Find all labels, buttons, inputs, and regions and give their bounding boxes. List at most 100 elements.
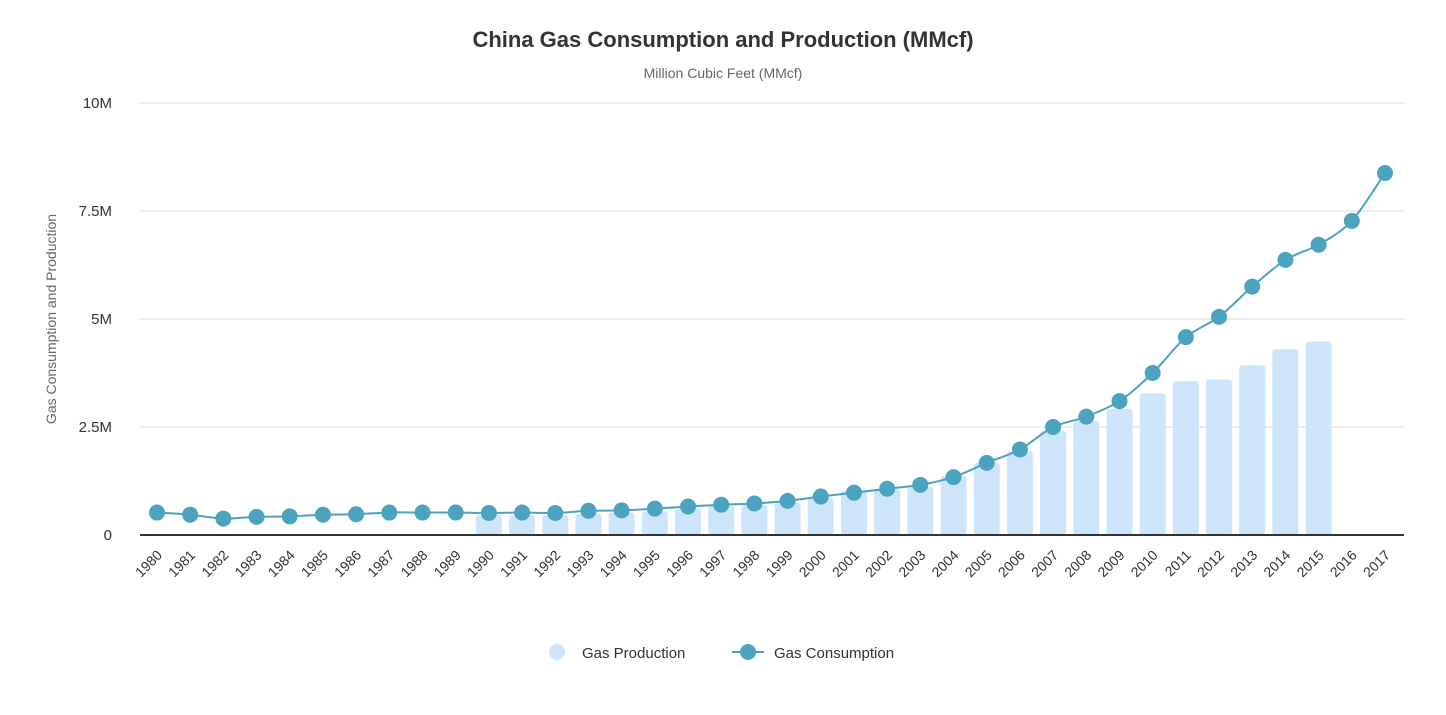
consumption-point: [978, 454, 995, 471]
x-tick-label: 2012: [1194, 547, 1227, 580]
x-tick-label: 1997: [696, 547, 729, 580]
consumption-point: [912, 476, 929, 493]
x-tick-label: 1990: [464, 547, 497, 580]
y-axis-label: Gas Consumption and Production: [43, 214, 59, 424]
x-tick-label: 2000: [796, 547, 829, 580]
chart-subtitle: Million Cubic Feet (MMcf): [644, 65, 803, 81]
production-bar: [1305, 341, 1332, 535]
consumption-point: [248, 508, 265, 525]
consumption-point: [1045, 419, 1062, 435]
consumption-point: [746, 495, 763, 512]
x-tick-label: 2001: [829, 547, 862, 580]
x-tick-label: 1987: [364, 547, 397, 580]
legend-consumption-marker: [740, 644, 756, 660]
consumption-point: [182, 506, 199, 523]
legend-consumption-label: Gas Consumption: [774, 645, 894, 662]
consumption-point: [1111, 393, 1128, 410]
consumption-point: [447, 504, 464, 521]
production-bar: [774, 502, 801, 535]
production-bar: [1206, 379, 1233, 535]
production-bar: [874, 488, 901, 535]
x-tick-label: 1995: [630, 547, 663, 580]
chart-title: China Gas Consumption and Production (MM…: [472, 27, 973, 52]
consumption-point: [1011, 441, 1028, 458]
consumption-point: [547, 504, 564, 521]
legend-production-marker: [549, 644, 565, 660]
x-tick-label: 2004: [928, 547, 961, 580]
production-bar: [608, 512, 635, 535]
consumption-point: [1277, 251, 1294, 268]
x-tick-label: 1998: [729, 547, 762, 580]
consumption-point: [613, 502, 630, 519]
consumption-point: [1377, 164, 1393, 181]
x-tick-label: 2013: [1227, 547, 1260, 580]
production-bar: [1239, 365, 1266, 535]
consumption-point: [879, 480, 896, 497]
production-bars: [475, 341, 1332, 535]
x-tick-label: 1983: [231, 547, 264, 580]
production-bar: [675, 508, 702, 535]
x-tick-label: 2016: [1327, 547, 1360, 580]
x-tick-label: 2010: [1127, 547, 1160, 580]
x-tick-label: 2007: [1028, 547, 1061, 580]
legend-item-gas-consumption[interactable]: Gas Consumption: [732, 644, 894, 662]
gridlines: [140, 102, 1404, 428]
production-bar: [475, 515, 502, 535]
production-bar: [542, 515, 569, 535]
x-tick-label: 1996: [663, 547, 696, 580]
y-tick-label: 0: [104, 527, 112, 544]
consumption-line: [156, 172, 1386, 520]
x-tick-label: 2017: [1360, 547, 1393, 580]
legend-item-gas-production[interactable]: Gas Production: [549, 644, 685, 662]
y-tick-label: 10M: [83, 95, 112, 112]
y-tick-label: 7.5M: [79, 203, 112, 220]
x-tick-label: 2011: [1161, 547, 1194, 580]
x-axis-ticks: 1980 1981 1982 1983 1984 1985 1986 1987 1988 1989…: [132, 547, 1393, 580]
x-tick-label: 1994: [596, 547, 629, 580]
consumption-point: [149, 504, 165, 521]
production-bar: [1073, 420, 1100, 535]
y-tick-label: 2.5M: [79, 419, 112, 436]
x-tick-label: 2015: [1293, 547, 1326, 580]
x-tick-label: 1982: [198, 547, 231, 580]
consumption-point: [1177, 329, 1194, 346]
production-bar: [641, 511, 668, 535]
production-bar: [741, 504, 768, 535]
consumption-point: [414, 504, 431, 521]
consumption-point: [1244, 278, 1261, 295]
consumption-point: [713, 496, 730, 513]
consumption-point: [314, 506, 331, 523]
production-bar: [807, 497, 834, 535]
x-tick-label: 1993: [563, 547, 596, 580]
x-tick-label: 1981: [165, 547, 198, 580]
consumption-point: [1343, 212, 1360, 229]
consumption-point: [680, 498, 697, 515]
x-tick-label: 1980: [132, 547, 165, 580]
y-axis-ticks: 0 2.5M 5M 7.5M 10M: [79, 95, 112, 544]
x-tick-label: 1989: [430, 547, 463, 580]
consumption-point: [580, 502, 597, 519]
consumption-point: [215, 510, 232, 527]
x-tick-label: 1999: [762, 547, 795, 580]
consumption-point: [812, 488, 829, 505]
y-tick-label: 5M: [91, 311, 112, 328]
x-tick-label: 1991: [497, 547, 530, 580]
x-tick-label: 2008: [1061, 547, 1094, 580]
production-bar: [1106, 408, 1133, 535]
production-bar: [575, 513, 602, 535]
x-tick-label: 2006: [995, 547, 1028, 580]
production-bar: [1006, 451, 1033, 535]
consumption-point: [1078, 408, 1095, 425]
production-bar: [1172, 381, 1199, 535]
consumption-point: [480, 504, 497, 521]
production-bar: [907, 487, 934, 535]
consumption-point: [381, 504, 398, 521]
legend-production-label: Gas Production: [582, 645, 685, 662]
consumption-point: [514, 504, 531, 521]
x-tick-label: 2014: [1260, 547, 1293, 580]
production-bar: [708, 506, 735, 535]
consumption-point: [1310, 236, 1327, 253]
legend: Gas Production Gas Consumption: [549, 644, 894, 662]
x-tick-label: 1984: [265, 547, 298, 580]
